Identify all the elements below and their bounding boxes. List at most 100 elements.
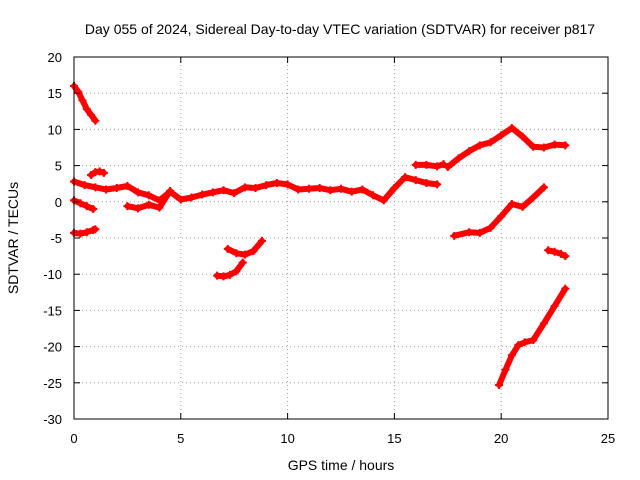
y-tick-label: 5	[55, 159, 62, 174]
data-point	[539, 319, 548, 328]
data-point	[486, 138, 495, 147]
data-point	[219, 186, 228, 195]
series-arc-h	[223, 236, 266, 259]
y-tick-label: 15	[48, 86, 62, 101]
chart-title: Day 055 of 2024, Sidereal Day-to-day VTE…	[85, 21, 595, 37]
data-point	[411, 176, 420, 185]
data-point	[249, 247, 258, 256]
series-arc-k	[450, 183, 548, 240]
y-tick-label: -30	[43, 412, 62, 427]
data-point	[240, 250, 249, 259]
data-point	[144, 191, 153, 200]
data-point	[315, 184, 324, 193]
data-point	[443, 163, 452, 172]
data-point	[208, 188, 217, 197]
axis-ticks: 0 5 10 15 20 25 -30 -25 -20 -15 -10 -5 0 5 10 15 20	[43, 50, 615, 446]
data-point	[561, 252, 570, 261]
y-tick-label: 20	[48, 50, 62, 65]
data-point	[529, 336, 538, 345]
data-point	[529, 142, 538, 151]
data-point	[230, 189, 239, 198]
data-point	[91, 116, 100, 125]
data-point	[507, 351, 516, 360]
series-trace	[412, 161, 447, 170]
data-point	[134, 188, 143, 197]
data-point	[497, 131, 506, 140]
data-point	[326, 186, 335, 195]
data-point	[219, 272, 228, 281]
data-point	[544, 246, 553, 255]
data-point	[76, 199, 85, 208]
data-point	[87, 110, 96, 119]
data-point	[337, 184, 345, 193]
data-point	[251, 184, 260, 193]
data-point	[465, 147, 474, 156]
data-point	[561, 141, 570, 150]
data-point	[433, 162, 442, 171]
data-point	[123, 181, 132, 190]
data-point	[518, 132, 527, 141]
data-point	[454, 154, 463, 163]
data-point	[225, 270, 234, 279]
data-point	[450, 231, 459, 240]
data-point	[89, 205, 98, 214]
data-point	[87, 171, 96, 180]
data-point	[422, 160, 431, 169]
x-tick-label: 0	[70, 431, 77, 446]
data-point	[112, 184, 121, 193]
data-point	[497, 212, 506, 221]
data-point	[486, 223, 495, 232]
data-point	[475, 141, 484, 150]
data-point	[80, 181, 89, 190]
data-point	[390, 184, 399, 193]
data-point	[507, 123, 516, 132]
data-point	[518, 202, 527, 211]
data-point	[557, 249, 566, 258]
data-point	[401, 173, 410, 182]
x-tick-label: 15	[387, 431, 401, 446]
data-point	[272, 178, 281, 187]
data-point	[232, 267, 241, 276]
data-point	[347, 187, 356, 196]
y-tick-label: -25	[43, 376, 62, 391]
data-point	[198, 190, 207, 199]
series-arc-j	[443, 123, 570, 172]
series-arc-g	[213, 258, 247, 281]
data-point	[465, 228, 474, 237]
y-tick-label: -20	[43, 340, 62, 355]
data-point	[514, 341, 523, 350]
data-point	[91, 183, 100, 192]
y-tick-label: 10	[48, 122, 62, 137]
data-series	[70, 81, 570, 389]
y-tick-label: -5	[50, 231, 62, 246]
data-point	[550, 302, 559, 311]
x-axis-label: GPS time / hours	[288, 457, 395, 473]
series-arc-e	[70, 173, 442, 205]
series-arc-l	[495, 284, 570, 389]
grid	[74, 57, 608, 419]
data-point	[76, 229, 85, 238]
data-point	[176, 195, 185, 204]
data-point	[238, 258, 247, 267]
data-point	[379, 196, 388, 205]
data-point	[82, 202, 91, 211]
data-point	[369, 191, 378, 200]
data-point	[561, 284, 570, 293]
data-point	[95, 167, 104, 176]
data-point	[507, 199, 516, 208]
data-point	[187, 193, 196, 202]
data-point	[223, 244, 232, 253]
data-point	[78, 96, 87, 105]
series-arc-f	[123, 186, 175, 213]
data-point	[294, 185, 303, 194]
y-tick-label: -10	[43, 267, 62, 282]
data-point	[550, 140, 559, 149]
data-point	[74, 87, 83, 96]
x-tick-label: 10	[280, 431, 294, 446]
data-point	[102, 185, 111, 194]
data-point	[475, 228, 484, 237]
series-trace	[451, 184, 547, 239]
data-point	[501, 365, 510, 374]
series-arc-i	[411, 160, 448, 171]
